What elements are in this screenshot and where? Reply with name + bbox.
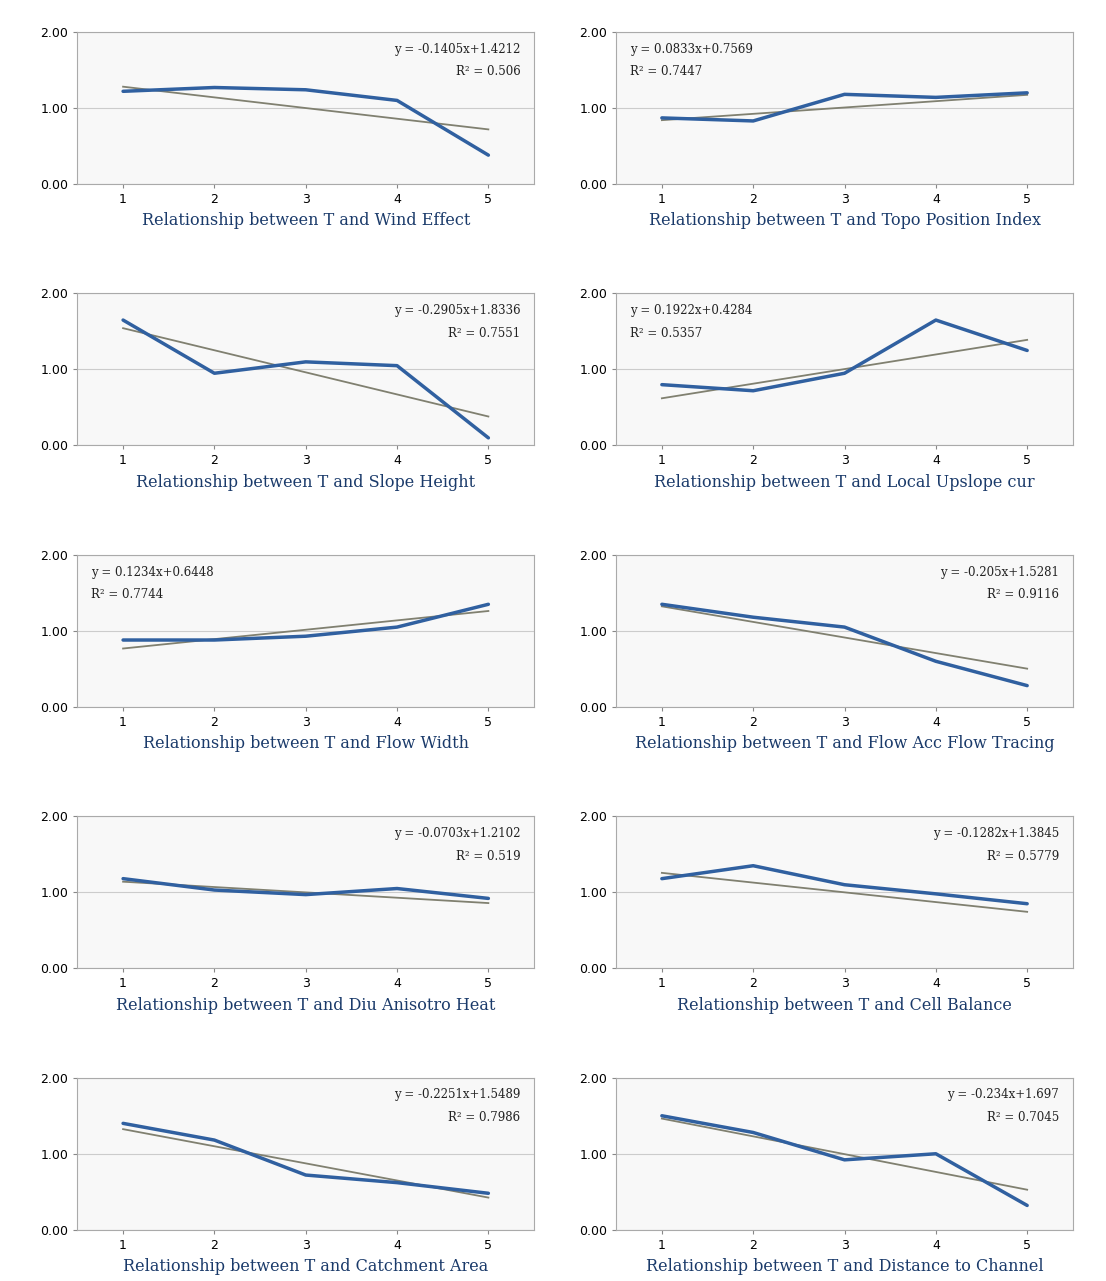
Text: Relationship between T and Cell Balance: Relationship between T and Cell Balance xyxy=(677,997,1012,1013)
Text: Relationship between T and Local Upslope cur: Relationship between T and Local Upslope… xyxy=(655,474,1035,491)
Text: y = 0.1234x+0.6448: y = 0.1234x+0.6448 xyxy=(91,565,213,579)
Text: R² = 0.519: R² = 0.519 xyxy=(456,849,520,863)
Text: Relationship between T and Flow Width: Relationship between T and Flow Width xyxy=(143,735,469,752)
Text: Relationship between T and Distance to Channel: Relationship between T and Distance to C… xyxy=(646,1258,1043,1275)
Text: y = -0.1282x+1.3845: y = -0.1282x+1.3845 xyxy=(932,828,1060,840)
Text: Relationship between T and Flow Acc Flow Tracing: Relationship between T and Flow Acc Flow… xyxy=(635,735,1054,752)
Text: R² = 0.7986: R² = 0.7986 xyxy=(448,1111,520,1125)
Text: Relationship between T and Topo Position Index: Relationship between T and Topo Position… xyxy=(648,213,1041,229)
Text: R² = 0.5779: R² = 0.5779 xyxy=(987,849,1060,863)
Text: y = -0.205x+1.5281: y = -0.205x+1.5281 xyxy=(940,565,1060,579)
Text: y = -0.0703x+1.2102: y = -0.0703x+1.2102 xyxy=(394,828,520,840)
Text: Relationship between T and Wind Effect: Relationship between T and Wind Effect xyxy=(142,213,470,229)
Text: y = -0.234x+1.697: y = -0.234x+1.697 xyxy=(948,1089,1060,1102)
Text: y = -0.2905x+1.8336: y = -0.2905x+1.8336 xyxy=(394,304,520,318)
Text: Relationship between T and Catchment Area: Relationship between T and Catchment Are… xyxy=(123,1258,489,1275)
Text: R² = 0.506: R² = 0.506 xyxy=(456,65,520,78)
Text: y = 0.1922x+0.4284: y = 0.1922x+0.4284 xyxy=(630,304,752,318)
Text: R² = 0.5357: R² = 0.5357 xyxy=(630,327,702,339)
Text: R² = 0.9116: R² = 0.9116 xyxy=(988,588,1060,601)
Text: y = 0.0833x+0.7569: y = 0.0833x+0.7569 xyxy=(630,42,753,55)
Text: R² = 0.7744: R² = 0.7744 xyxy=(91,588,164,601)
Text: R² = 0.7447: R² = 0.7447 xyxy=(630,65,702,78)
Text: Relationship between T and Slope Height: Relationship between T and Slope Height xyxy=(136,474,476,491)
Text: R² = 0.7551: R² = 0.7551 xyxy=(448,327,520,339)
Text: R² = 0.7045: R² = 0.7045 xyxy=(987,1111,1060,1125)
Text: y = -0.1405x+1.4212: y = -0.1405x+1.4212 xyxy=(394,42,520,55)
Text: y = -0.2251x+1.5489: y = -0.2251x+1.5489 xyxy=(394,1089,520,1102)
Text: Relationship between T and Diu Anisotro Heat: Relationship between T and Diu Anisotro … xyxy=(116,997,495,1013)
